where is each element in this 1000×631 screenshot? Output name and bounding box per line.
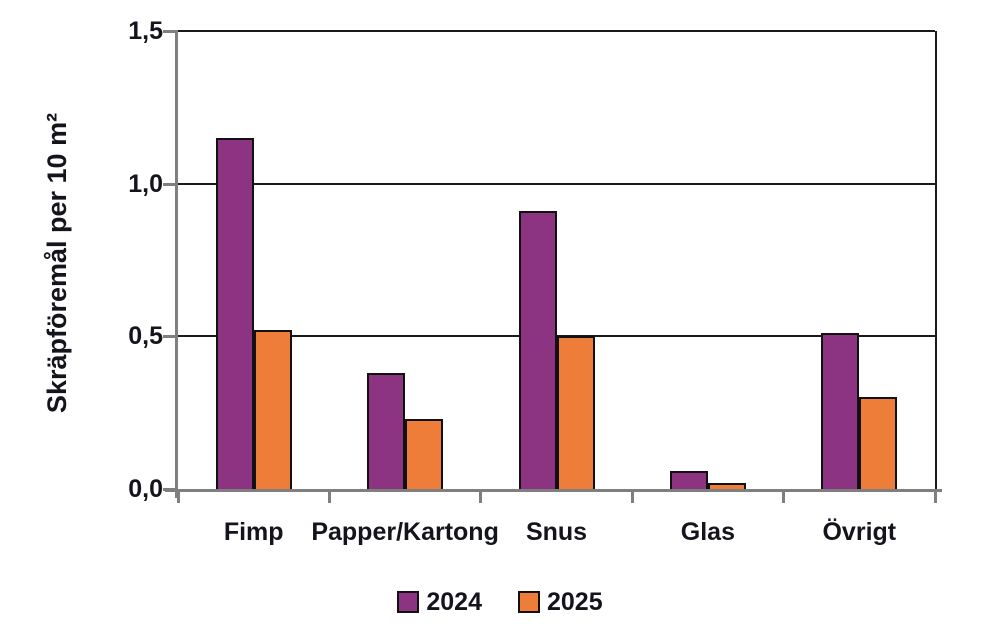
- y-tick-1.5: [163, 30, 178, 33]
- bar-2024-Fimp: [215, 137, 254, 489]
- legend-item-2024: 2024: [397, 588, 482, 616]
- bar-2025-Fimp: [253, 330, 292, 489]
- gridline-1: [178, 182, 935, 185]
- legend: 2024 2025: [0, 588, 1000, 616]
- plot-area: [178, 30, 937, 489]
- y-axis-line: [175, 31, 178, 498]
- legend-item-2025: 2025: [518, 588, 603, 616]
- legend-label-2024: 2024: [426, 588, 482, 616]
- x-tick-5: [933, 489, 937, 503]
- x-category-label-Snus: Snus: [525, 518, 588, 546]
- bar-2024-Övrigt: [821, 333, 860, 489]
- x-tick-0: [176, 489, 180, 503]
- y-tick-label-1: 1,0: [128, 169, 163, 198]
- y-tick-0.5: [163, 335, 178, 339]
- x-category-label-Papper/Kartong: Papper/Kartong: [311, 518, 499, 546]
- bar-2024-Glas: [669, 470, 708, 489]
- gridline-1.5: [178, 30, 935, 32]
- bar-2025-Glas: [707, 482, 746, 489]
- y-tick-0: [163, 488, 178, 491]
- bar-2025-Snus: [556, 336, 595, 489]
- x-tick-3: [630, 489, 634, 503]
- x-tick-2: [479, 489, 483, 503]
- y-tick-label-0.5: 0,5: [128, 322, 163, 351]
- legend-label-2025: 2025: [547, 588, 603, 616]
- bar-2025-Papper/Kartong: [405, 418, 444, 489]
- bar-2024-Snus: [518, 211, 557, 489]
- y-tick-label-0: 0,0: [128, 475, 163, 503]
- x-tick-1: [327, 489, 331, 503]
- y-tick-1: [163, 182, 178, 186]
- bar-2025-Övrigt: [859, 397, 898, 489]
- x-category-label-Glas: Glas: [680, 518, 735, 546]
- y-axis-title: Skräpföremål per 10 m²: [42, 112, 72, 414]
- legend-swatch-2024: [397, 591, 420, 613]
- x-category-label-Fimp: Fimp: [223, 518, 284, 546]
- x-category-label-Övrigt: Övrigt: [822, 518, 897, 546]
- y-tick-label-1.5: 1,5: [128, 17, 163, 45]
- legend-swatch-2025: [518, 591, 540, 613]
- x-tick-4: [782, 489, 786, 503]
- x-axis-line: [165, 489, 942, 492]
- bar-2024-Papper/Kartong: [367, 372, 406, 489]
- gridline-0.5: [178, 335, 935, 338]
